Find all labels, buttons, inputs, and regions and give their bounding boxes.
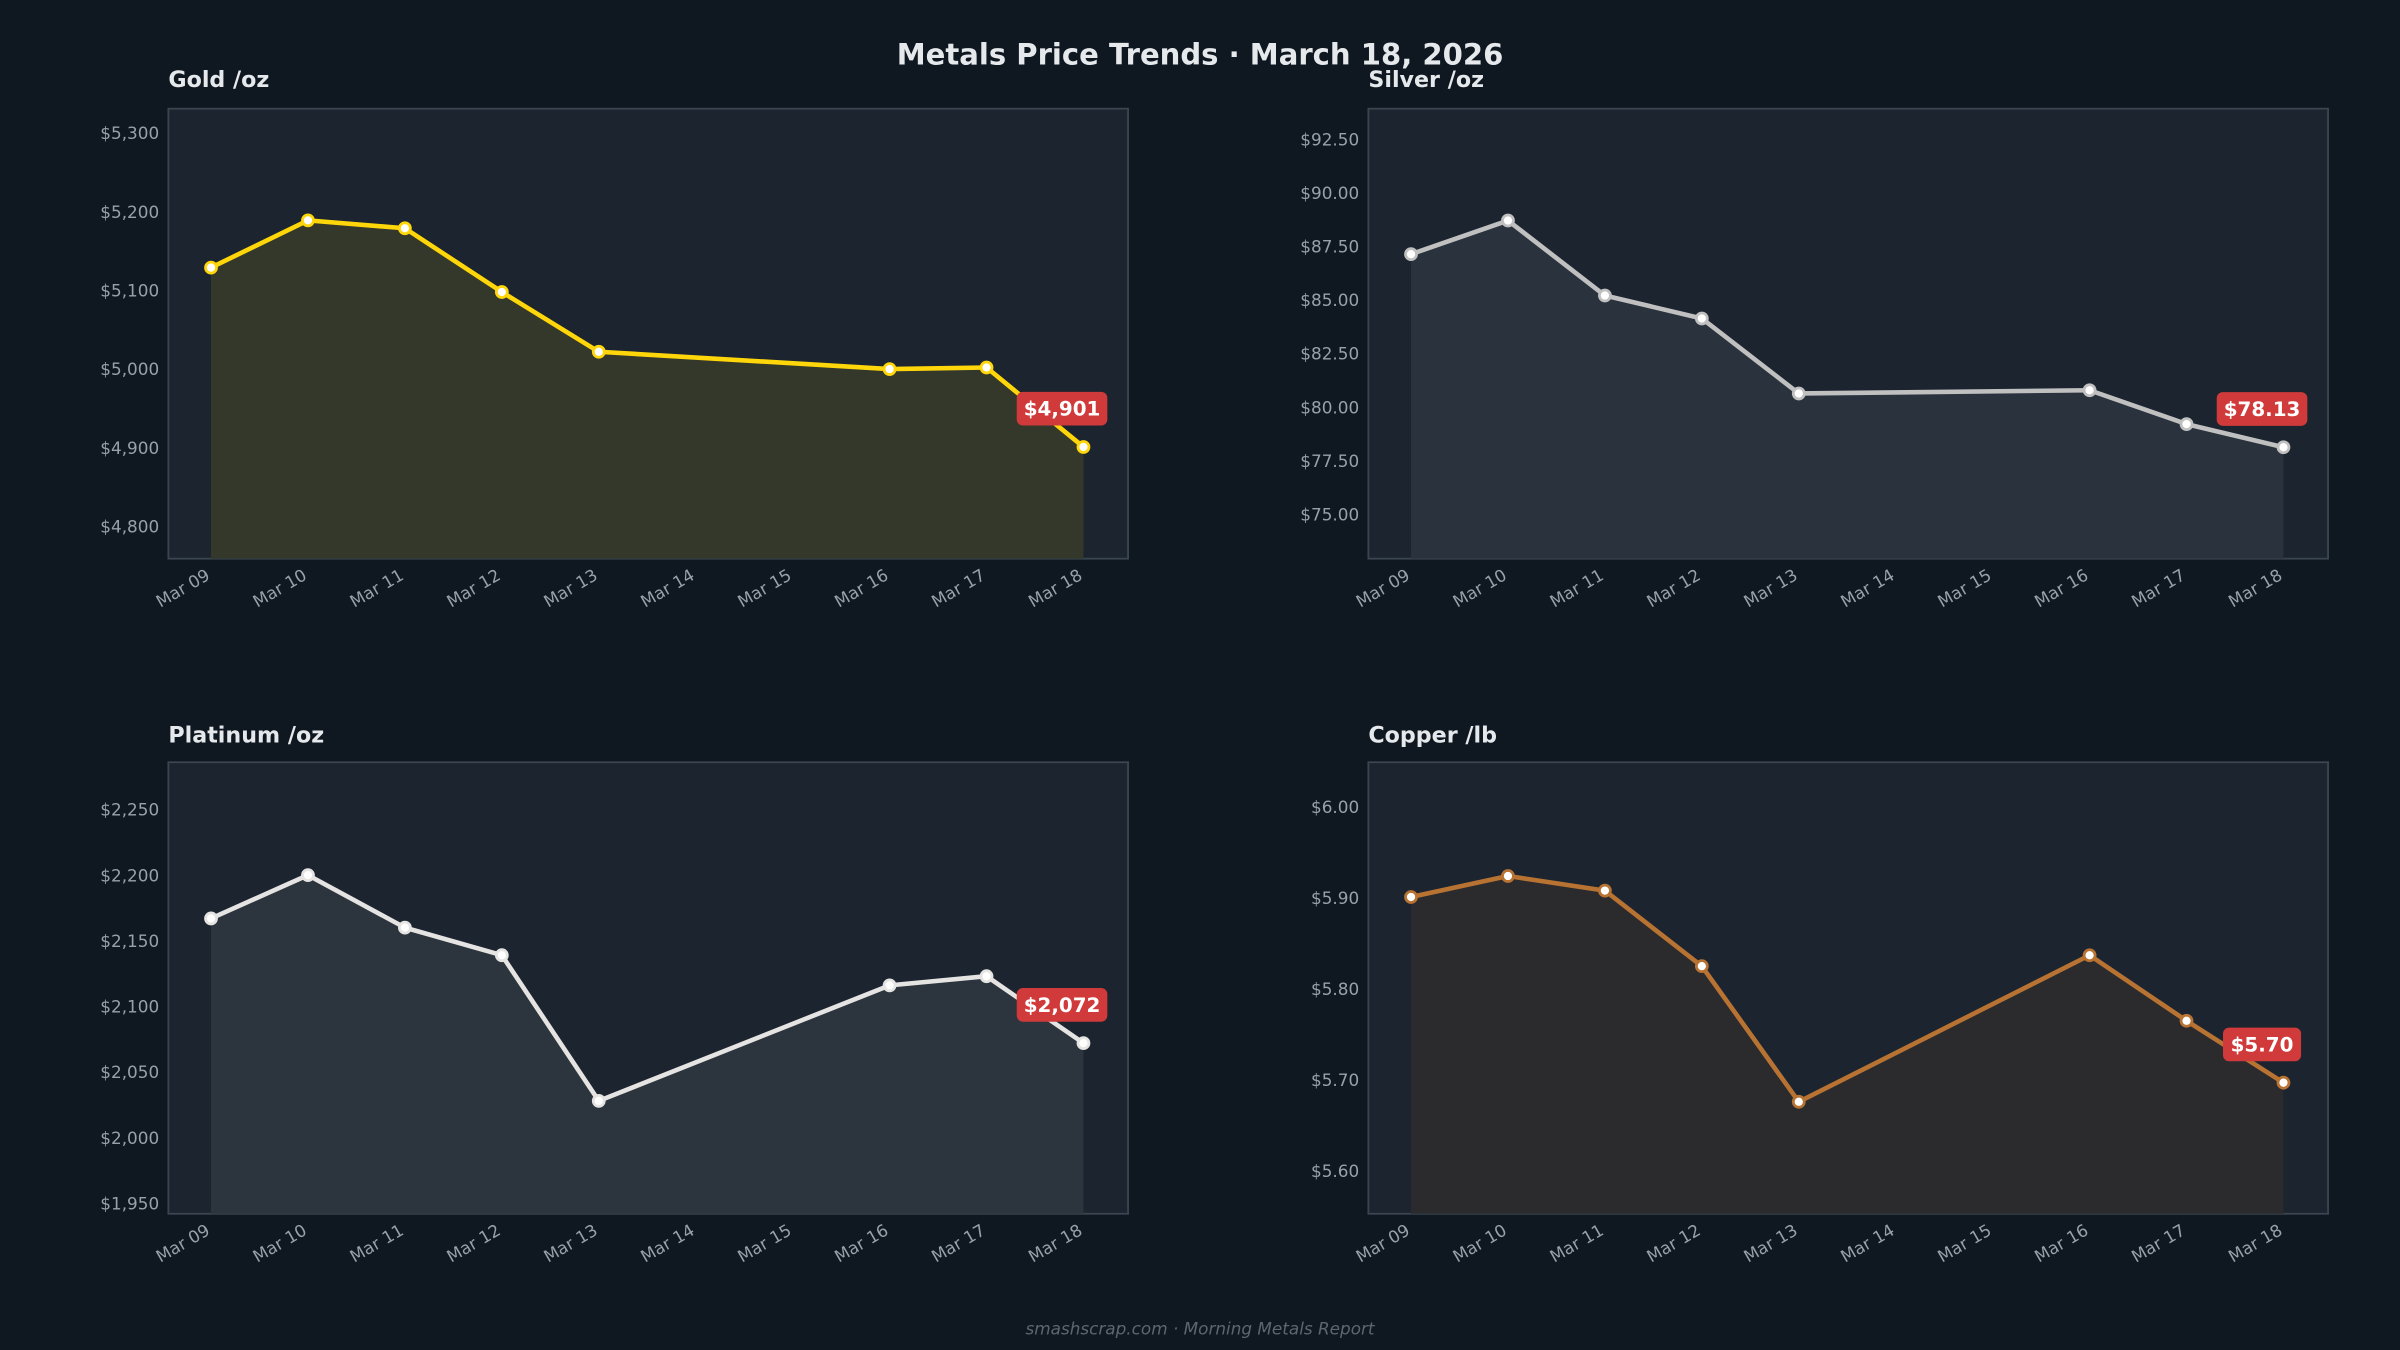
data-point <box>1404 890 1418 904</box>
y-tick-label: $6.00 <box>1311 797 1359 817</box>
chart-panel-gold: Gold /oz $4,800 $4,900 $5,000 $5,100 $5,200 $5… <box>100 67 1129 611</box>
y-tick-label: $2,000 <box>100 1128 159 1148</box>
data-point <box>2179 417 2194 431</box>
data-point <box>882 362 897 376</box>
data-point <box>591 1094 606 1108</box>
data-point <box>494 285 509 299</box>
chart-panel-silver: Silver /oz $75.00 $77.50 $80.00 $82.50 $85.00… <box>1300 67 2329 611</box>
latest-price-label: $4,901 <box>1024 398 1101 421</box>
y-tick-label: $92.50 <box>1300 129 1359 149</box>
area-fill <box>1411 220 2284 559</box>
data-point <box>1076 1036 1091 1051</box>
data-point <box>1694 311 1709 326</box>
data-point <box>1598 288 1612 303</box>
price-line <box>1410 873 2285 1105</box>
y-tick-label: $82.50 <box>1300 344 1359 364</box>
data-point <box>591 344 606 359</box>
chart-title: Copper /lb <box>1368 722 1497 748</box>
y-tick-label: $75.00 <box>1300 504 1359 524</box>
data-point <box>979 969 994 984</box>
y-tick-label: $85.00 <box>1300 290 1359 310</box>
chart-title: Gold /oz <box>168 67 269 93</box>
area-fill <box>211 875 1084 1214</box>
chart-title: Platinum /oz <box>168 722 324 748</box>
data-point <box>1791 1094 1806 1109</box>
y-tick-label: $5.70 <box>1311 1070 1359 1090</box>
data-point <box>1501 869 1515 883</box>
data-point <box>2276 1075 2291 1090</box>
y-tick-label: $5,000 <box>100 359 159 379</box>
data-point <box>204 260 218 275</box>
data-point <box>2082 383 2097 398</box>
area-fill <box>1411 876 2284 1214</box>
y-tick-label: $4,900 <box>100 438 159 458</box>
y-tick-label: $77.50 <box>1300 451 1359 471</box>
price-line <box>1410 218 2285 450</box>
data-point <box>301 868 315 883</box>
price-line <box>210 218 1085 449</box>
latest-price-badge <box>1016 391 1108 426</box>
y-tick-label: $5,300 <box>100 123 159 143</box>
footer-credit: smashscrap.com · Morning Metals Report <box>1025 1319 1375 1339</box>
y-tick-label: $5,100 <box>100 281 159 301</box>
latest-price-label: $2,072 <box>1024 994 1101 1017</box>
data-point <box>494 948 509 963</box>
y-tick-label: $2,100 <box>100 997 159 1017</box>
latest-price-badge <box>2216 392 2308 426</box>
y-tick-label: $2,250 <box>100 800 159 820</box>
data-point <box>398 920 412 935</box>
y-tick-label: $5.90 <box>1311 888 1359 908</box>
data-point <box>1076 440 1091 454</box>
data-point <box>204 911 218 926</box>
chart-panel-platinum: Platinum /oz $1,950 $2,000 $2,050 $2,100 $2,1… <box>100 722 1129 1266</box>
data-point <box>301 213 315 228</box>
price-line <box>210 872 1085 1104</box>
y-tick-label: $87.50 <box>1300 237 1359 257</box>
y-tick-label: $2,050 <box>100 1062 159 1082</box>
latest-price-badge <box>2223 1027 2302 1062</box>
data-point <box>882 978 897 993</box>
data-point <box>2082 948 2097 963</box>
data-point <box>1694 959 1709 974</box>
data-point <box>979 360 994 375</box>
latest-price-badge <box>1016 988 1108 1022</box>
y-tick-label: $2,200 <box>100 865 159 885</box>
y-tick-label: $4,800 <box>100 517 159 537</box>
y-tick-label: $5.80 <box>1311 979 1359 999</box>
data-point <box>1501 213 1515 228</box>
latest-price-label: $78.13 <box>2224 398 2301 421</box>
y-tick-label: $2,150 <box>100 931 159 951</box>
y-tick-label: $80.00 <box>1300 397 1359 417</box>
data-point <box>1404 247 1418 262</box>
latest-price-label: $5.70 <box>2231 1033 2294 1056</box>
data-point <box>1598 883 1612 898</box>
data-point <box>1791 386 1806 401</box>
data-point <box>2179 1013 2194 1028</box>
data-point <box>398 221 412 236</box>
area-fill <box>211 220 1084 559</box>
y-tick-label: $5,200 <box>100 202 159 222</box>
y-tick-label: $1,950 <box>100 1193 159 1213</box>
chart-title: Silver /oz <box>1368 67 1484 93</box>
y-tick-label: $90.00 <box>1300 183 1359 203</box>
y-tick-label: $5.60 <box>1311 1161 1359 1181</box>
data-point <box>2276 440 2291 455</box>
page-title: Metals Price Trends · March 18, 2026 <box>897 37 1504 71</box>
